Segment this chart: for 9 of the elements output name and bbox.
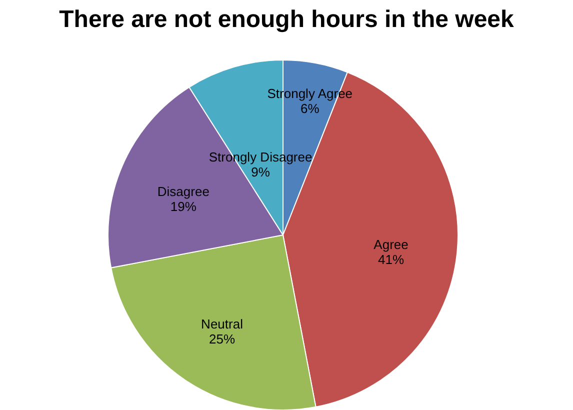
data-label: 19%	[170, 198, 197, 214]
slice-label: Agree	[374, 237, 408, 252]
slice-label: Neutral	[201, 316, 244, 332]
data-label: 9%	[251, 164, 270, 180]
chart-title: There are not enough hours in the week	[59, 6, 515, 33]
slice-label: Disagree	[157, 184, 210, 199]
data-label: 41%	[378, 252, 404, 268]
data-label: 6%	[300, 101, 320, 116]
data-label: 25%	[209, 332, 236, 347]
